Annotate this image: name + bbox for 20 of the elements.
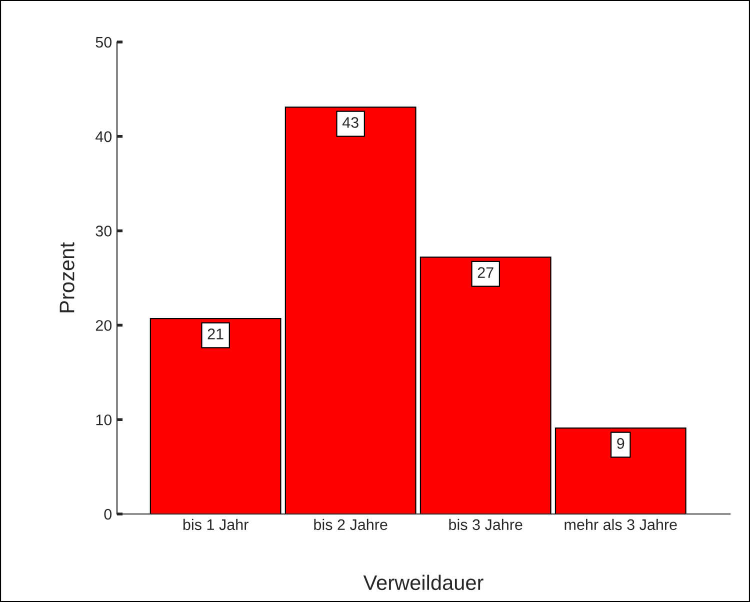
- y-axis-title: Prozent: [60, 242, 74, 312]
- data-label: 27: [478, 267, 494, 278]
- x-tick-label: bis 2 Jahre: [314, 518, 388, 530]
- y-tick-label: 20: [96, 320, 112, 331]
- x-tick-label: bis 3 Jahre: [449, 518, 522, 530]
- y-tick-label: 30: [96, 226, 112, 236]
- bar: [284, 106, 416, 514]
- y-tick-label: 10: [96, 414, 112, 426]
- data-label: 43: [342, 117, 358, 128]
- data-label: 9: [617, 438, 624, 449]
- bar: [420, 256, 552, 514]
- bar: [554, 428, 686, 514]
- x-axis-title: Verweildauer: [363, 574, 484, 590]
- x-tick-label: mehr als 3 Jahre: [564, 518, 677, 530]
- y-tick-label: 0: [104, 508, 112, 520]
- bar: [150, 318, 282, 514]
- x-tick-label: bis 1 Jahr: [183, 518, 248, 530]
- y-tick-label: 40: [96, 131, 112, 142]
- data-label: 21: [208, 328, 224, 340]
- y-tick-label: 50: [96, 36, 112, 48]
